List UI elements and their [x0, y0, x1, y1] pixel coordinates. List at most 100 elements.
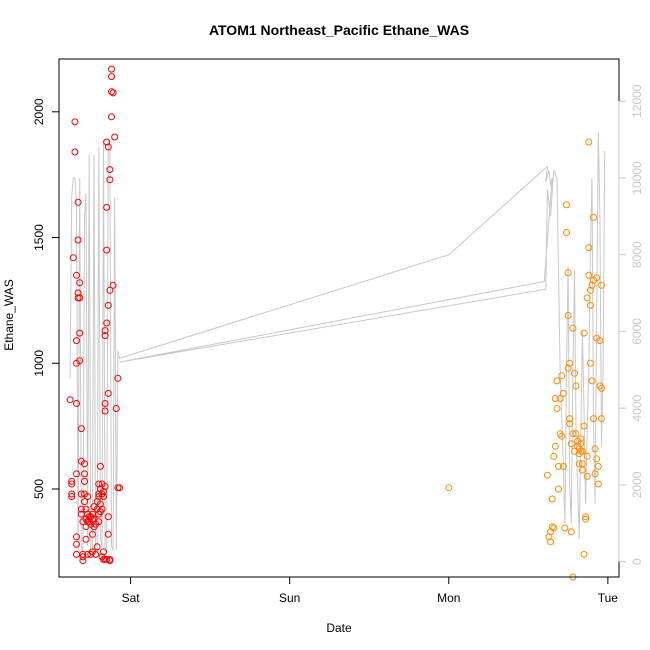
data-point-series1 — [82, 505, 90, 513]
data-point-series2 — [558, 432, 566, 440]
data-point-series1 — [73, 271, 80, 279]
y2-tick-label: 8000 — [630, 241, 644, 268]
data-point-series1 — [96, 500, 104, 508]
plot-frame — [58, 58, 620, 578]
data-point-series2 — [564, 364, 572, 372]
data-point-series1 — [103, 319, 111, 327]
data-point-series2 — [556, 395, 564, 402]
data-point-series1 — [74, 236, 82, 244]
x-axis: Sat Sun Mon Tue — [122, 576, 619, 605]
data-point-series2 — [566, 420, 574, 428]
data-point-series2 — [563, 229, 570, 236]
data-point-series1 — [103, 246, 111, 254]
data-point-series2 — [559, 389, 567, 397]
data-point-series2 — [553, 405, 561, 412]
data-point-series2 — [578, 466, 586, 474]
y-axis: 500 1000 1500 2000 — [32, 98, 60, 499]
data-point-series1 — [109, 281, 117, 289]
y2-tick-label: 6000 — [630, 318, 644, 345]
data-point-series2 — [580, 422, 588, 430]
data-point-series2 — [598, 415, 605, 423]
data-point-series2 — [583, 452, 591, 460]
y2-tick-label: 4000 — [630, 395, 644, 422]
data-point-series2 — [567, 528, 575, 536]
data-point-series1 — [96, 462, 104, 470]
data-point-series2 — [564, 269, 572, 277]
data-point-series1 — [81, 460, 88, 468]
data-point-series2 — [558, 372, 566, 380]
data-point-series1 — [101, 332, 109, 340]
x-tick-label: Sun — [279, 591, 300, 605]
y-tick-label: 1500 — [32, 224, 46, 251]
data-point-series1 — [106, 176, 114, 184]
data-point-series2 — [585, 244, 593, 252]
grey-line — [69, 131, 606, 555]
data-point-series1 — [100, 493, 107, 500]
data-point-series1 — [76, 279, 84, 287]
data-point-series2 — [580, 329, 588, 337]
data-point-series1 — [73, 337, 80, 345]
data-point-series2 — [583, 472, 591, 480]
data-point-series1 — [104, 389, 112, 397]
data-point-series2 — [596, 337, 604, 345]
y2-tick-label: 12000 — [630, 84, 644, 118]
data-point-series1 — [108, 65, 115, 73]
x-tick-label: Tue — [598, 591, 619, 605]
data-point-series2 — [586, 359, 594, 367]
line-series — [69, 131, 606, 555]
data-point-series1 — [77, 505, 85, 513]
data-point-series1 — [98, 505, 106, 513]
data-point-series2 — [555, 462, 562, 470]
data-point-series1 — [71, 148, 79, 156]
points-layer — [66, 65, 605, 581]
data-point-series1 — [73, 400, 80, 407]
data-point-series2 — [547, 538, 555, 546]
y2-tick-label: 10000 — [630, 161, 644, 195]
y-axis-label: Ethane_WAS — [2, 279, 16, 351]
data-point-series1 — [81, 498, 88, 506]
data-point-series1 — [104, 530, 112, 538]
data-point-series2 — [598, 281, 605, 289]
data-point-series2 — [593, 455, 601, 463]
data-point-series1 — [81, 470, 88, 478]
data-point-series2 — [578, 447, 586, 455]
data-point-series1 — [103, 138, 111, 146]
data-point-series1 — [93, 543, 101, 551]
data-point-series1 — [101, 407, 109, 415]
data-point-series1 — [77, 425, 85, 433]
data-point-series1 — [101, 483, 109, 490]
data-point-series2 — [577, 435, 585, 443]
data-point-series1 — [68, 490, 76, 498]
data-point-series2 — [594, 480, 602, 488]
data-point-series2 — [580, 550, 588, 558]
data-point-series1 — [76, 357, 84, 365]
data-point-series1 — [108, 113, 115, 121]
data-point-series1 — [68, 477, 76, 485]
data-point-series2 — [572, 382, 580, 390]
data-point-series1 — [73, 470, 80, 478]
data-point-series2 — [567, 440, 575, 448]
data-point-series2 — [551, 442, 559, 450]
data-point-series2 — [548, 523, 556, 531]
data-point-series2 — [585, 271, 593, 279]
y-tick-label: 1000 — [32, 350, 46, 377]
data-point-series1 — [109, 89, 117, 97]
data-point-series2 — [561, 524, 569, 532]
data-point-series1 — [106, 166, 114, 174]
data-point-series2 — [569, 324, 577, 332]
data-point-series2 — [585, 138, 593, 146]
data-point-series1 — [108, 88, 115, 96]
data-point-series1 — [101, 400, 109, 407]
data-point-series2 — [566, 359, 574, 367]
data-point-series1 — [81, 477, 88, 485]
data-point-series2 — [572, 430, 580, 438]
data-point-series1 — [73, 540, 80, 548]
x-tick-label: Sat — [122, 591, 141, 605]
data-point-series2 — [569, 430, 577, 438]
data-point-series1 — [76, 294, 84, 302]
y2-tick-label: 2000 — [630, 471, 644, 498]
y-tick-label: 500 — [32, 479, 46, 499]
data-point-series1 — [116, 484, 123, 492]
data-point-series1 — [82, 535, 90, 543]
